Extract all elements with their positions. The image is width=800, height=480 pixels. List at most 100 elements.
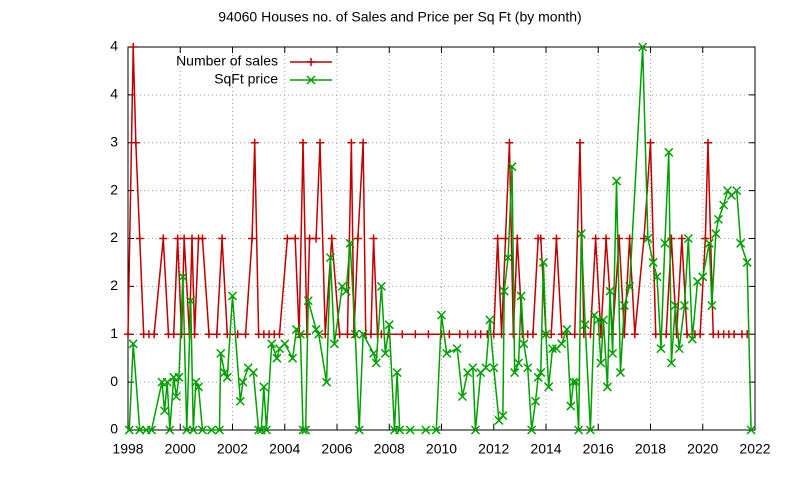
point <box>369 348 379 358</box>
point <box>150 330 159 339</box>
point <box>605 286 615 296</box>
point <box>513 234 522 243</box>
point <box>160 406 170 416</box>
point <box>311 324 321 334</box>
point <box>275 330 284 339</box>
point <box>602 234 611 243</box>
plot-border <box>127 46 756 431</box>
point <box>704 238 714 248</box>
point <box>165 425 175 435</box>
point <box>552 234 561 243</box>
y-tick-label: 1 <box>110 325 118 341</box>
point <box>468 363 478 373</box>
point <box>703 138 712 147</box>
point <box>499 286 509 296</box>
x-tick-label: 2000 <box>165 441 196 457</box>
point <box>501 234 510 243</box>
point <box>652 272 662 282</box>
point <box>248 234 257 243</box>
x-tick-label: 2022 <box>739 441 770 457</box>
point <box>248 368 258 378</box>
point <box>615 368 625 378</box>
point <box>646 138 655 147</box>
point <box>188 425 198 435</box>
point <box>301 425 311 435</box>
point <box>322 377 332 387</box>
point <box>664 147 674 157</box>
point <box>639 234 648 243</box>
point <box>557 339 567 349</box>
x-tick-label: 2016 <box>583 441 614 457</box>
point <box>341 286 351 296</box>
point <box>602 382 612 392</box>
y-tick-label: 4 <box>110 38 118 54</box>
point <box>457 391 467 402</box>
point <box>683 233 693 244</box>
point <box>612 176 622 186</box>
x-tick-label: 2020 <box>687 441 718 457</box>
point <box>238 377 248 387</box>
point <box>571 377 581 387</box>
point <box>369 234 378 243</box>
y-tick-label: 2 <box>110 181 118 197</box>
point <box>732 186 742 196</box>
x-tick-label: 2018 <box>635 441 666 457</box>
point <box>335 330 344 339</box>
point <box>280 339 290 349</box>
point <box>212 330 221 339</box>
point <box>463 330 472 339</box>
point <box>350 329 360 339</box>
point <box>531 396 541 406</box>
point <box>667 234 676 243</box>
point <box>235 396 245 406</box>
point <box>538 257 548 267</box>
x-tick-label: 2002 <box>217 441 248 457</box>
point <box>481 363 491 373</box>
point <box>743 330 752 339</box>
point <box>670 300 680 311</box>
point <box>198 234 207 243</box>
point <box>510 368 520 378</box>
x-tick-label: 1998 <box>112 441 143 457</box>
point <box>299 138 308 147</box>
x-tick-label: 2010 <box>426 441 457 457</box>
point <box>591 234 600 243</box>
point <box>298 425 308 435</box>
point <box>536 234 545 243</box>
point <box>687 334 697 344</box>
point <box>146 425 157 435</box>
point <box>547 330 556 339</box>
point <box>180 234 189 243</box>
point <box>283 234 292 243</box>
point <box>660 238 670 248</box>
legend-marker <box>306 75 316 85</box>
point <box>498 411 508 421</box>
point <box>194 382 204 392</box>
point <box>353 234 362 243</box>
point <box>124 425 134 435</box>
point <box>677 234 686 243</box>
x-tick-label: 2014 <box>530 441 561 457</box>
point <box>585 425 595 435</box>
point <box>345 238 355 248</box>
point <box>254 425 264 435</box>
point <box>523 363 533 373</box>
point <box>424 330 433 339</box>
point <box>489 363 499 373</box>
point <box>574 425 584 435</box>
point <box>171 391 181 402</box>
point <box>159 234 168 243</box>
point <box>562 324 572 334</box>
point <box>207 425 217 435</box>
point <box>615 234 624 243</box>
x-tick-label: 2012 <box>478 441 509 457</box>
point <box>719 200 729 210</box>
point <box>701 234 710 243</box>
point <box>505 138 514 147</box>
point <box>295 329 305 339</box>
point <box>742 257 752 267</box>
point <box>162 377 172 387</box>
point <box>395 425 405 435</box>
point <box>359 138 368 147</box>
